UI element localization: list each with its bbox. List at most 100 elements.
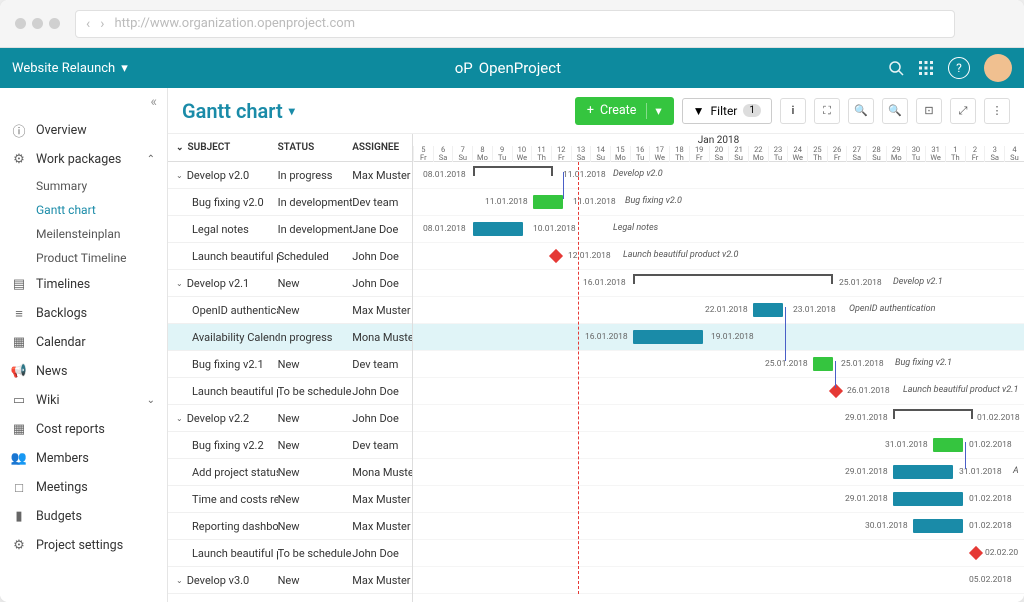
- gantt-day: 12Fr: [551, 146, 571, 162]
- gantt-row[interactable]: 05.02.2018: [413, 567, 1024, 594]
- user-avatar[interactable]: [984, 54, 1012, 82]
- table-row[interactable]: ⌄Develop v2.2NewJohn Doe: [168, 405, 412, 432]
- zoom-out-icon[interactable]: 🔍: [882, 98, 908, 124]
- gantt-row[interactable]: 29.01.201831.01.2018A: [413, 459, 1024, 486]
- app-logo[interactable]: oP OpenProject: [128, 59, 888, 77]
- gantt-day: 16Tu: [630, 146, 650, 162]
- sidebar-item-wiki[interactable]: ▭Wiki⌄: [0, 386, 167, 415]
- gantt-row[interactable]: 12.01.2018Launch beautiful product v2.0: [413, 243, 1024, 270]
- expand-icon[interactable]: ⌄: [176, 576, 183, 585]
- sidebar-item-backlogs[interactable]: ≡Backlogs: [0, 299, 167, 328]
- table-row[interactable]: Bug fixing v2.1NewDev team: [168, 351, 412, 378]
- create-button[interactable]: + Create ▾: [575, 97, 674, 125]
- dot-max-icon[interactable]: [49, 18, 60, 29]
- gantt-summary-bar[interactable]: [473, 166, 553, 172]
- table-row[interactable]: ⌄Develop v3.0NewMax Muster: [168, 567, 412, 594]
- gantt-row[interactable]: 08.01.201810.01.2018Legal notes: [413, 216, 1024, 243]
- sidebar-item-work-packages[interactable]: ⚙Work packages⌃: [0, 145, 167, 174]
- expand-icon[interactable]: ⌄: [176, 171, 183, 180]
- milestone-icon[interactable]: [969, 546, 983, 560]
- apps-icon[interactable]: [918, 60, 934, 76]
- sidebar-item-news[interactable]: 📢News: [0, 357, 167, 386]
- zoom-in-icon[interactable]: 🔍: [848, 98, 874, 124]
- milestone-icon[interactable]: [549, 249, 563, 263]
- gantt-date-label: 02.02.20: [985, 548, 1018, 558]
- gantt-day: 14Su: [590, 146, 610, 162]
- forward-icon[interactable]: ›: [100, 16, 104, 32]
- sidebar-item-overview[interactable]: ⓘOverview: [0, 116, 167, 145]
- sidebar-item-meetings[interactable]: □Meetings: [0, 473, 167, 502]
- gantt-bar[interactable]: [633, 330, 703, 344]
- sidebar-item-project-settings[interactable]: ⚙Project settings: [0, 531, 167, 560]
- table-row[interactable]: Legal notesIn developmentJane Doe: [168, 216, 412, 243]
- sidebar-item-product-timeline[interactable]: Product Timeline: [0, 246, 167, 270]
- milestone-icon[interactable]: [829, 384, 843, 398]
- gantt-bar[interactable]: [893, 492, 963, 506]
- sidebar-item-summary[interactable]: Summary: [0, 174, 167, 198]
- col-status[interactable]: STATUS: [278, 142, 353, 153]
- gantt-row[interactable]: 29.01.201801.02.2018: [413, 486, 1024, 513]
- sidebar-item-gantt-chart[interactable]: Gantt chart: [0, 198, 167, 222]
- table-row[interactable]: Launch beautiful produc...To be schedule…: [168, 378, 412, 405]
- help-icon[interactable]: ?: [948, 57, 970, 79]
- gantt-row[interactable]: 02.02.20: [413, 540, 1024, 567]
- col-subject[interactable]: ⌄SUBJECT: [168, 142, 278, 153]
- table-row[interactable]: ⌄Develop v2.0In progressMax Muster: [168, 162, 412, 189]
- sidebar-item-meilensteinplan[interactable]: Meilensteinplan: [0, 222, 167, 246]
- gantt-summary-bar[interactable]: [893, 409, 973, 415]
- gantt-row[interactable]: 29.01.201801.02.2018: [413, 405, 1024, 432]
- col-assignee[interactable]: ASSIGNEE: [352, 142, 412, 153]
- gantt-bar[interactable]: [813, 357, 833, 371]
- gantt-row[interactable]: 31.01.201801.02.2018: [413, 432, 1024, 459]
- gantt-bar[interactable]: [473, 222, 523, 236]
- table-row[interactable]: ⌄Develop v2.1NewJohn Doe: [168, 270, 412, 297]
- gantt-bar[interactable]: [753, 303, 783, 317]
- back-icon[interactable]: ‹: [86, 16, 90, 32]
- sidebar-item-cost-reports[interactable]: ▦Cost reports: [0, 415, 167, 444]
- sidebar-item-calendar[interactable]: ▦Calendar: [0, 328, 167, 357]
- table-row[interactable]: Bug fixing v2.0In developmentDev team: [168, 189, 412, 216]
- info-icon[interactable]: i: [780, 98, 806, 124]
- table-row[interactable]: Time and costs repor...NewMax Muster: [168, 486, 412, 513]
- expand-icon[interactable]: ⌄: [176, 279, 183, 288]
- gantt-row[interactable]: 22.01.201823.01.2018OpenID authenticatio…: [413, 297, 1024, 324]
- project-selector[interactable]: Website Relaunch ▾: [12, 61, 128, 76]
- sidebar-collapse-icon[interactable]: «: [0, 88, 167, 116]
- chevron-down-icon[interactable]: ▾: [646, 103, 661, 119]
- expand-icon[interactable]: ⌄: [176, 414, 183, 423]
- gantt-row[interactable]: 25.01.201825.01.2018Bug fixing v2.1: [413, 351, 1024, 378]
- sidebar-item-members[interactable]: 👥Members: [0, 444, 167, 473]
- search-icon[interactable]: [888, 60, 904, 76]
- table-row[interactable]: Availability CalendarIn progressMona Mus…: [168, 324, 412, 351]
- table-row[interactable]: Launch beautiful produc...ScheduledJohn …: [168, 243, 412, 270]
- more-icon[interactable]: ⋮: [984, 98, 1010, 124]
- gantt-bar[interactable]: [533, 195, 563, 209]
- gantt-bar[interactable]: [933, 438, 963, 452]
- sidebar-item-timelines[interactable]: ▤Timelines: [0, 270, 167, 299]
- table-row[interactable]: OpenID authenticati...NewMax Muster: [168, 297, 412, 324]
- gantt-bar[interactable]: [913, 519, 963, 533]
- expand-icon[interactable]: ⤢: [950, 98, 976, 124]
- gantt-date-label: 31.01.2018: [885, 440, 928, 450]
- gantt-row[interactable]: 08.01.201811.01.2018Develop v2.0: [413, 162, 1024, 189]
- dot-close-icon[interactable]: [15, 18, 26, 29]
- filter-button[interactable]: ▼ Filter 1: [682, 98, 772, 124]
- page-title[interactable]: Gantt chart ▾: [182, 99, 295, 123]
- url-bar[interactable]: ‹ › http://www.organization.openproject.…: [75, 10, 955, 38]
- gantt-row[interactable]: 16.01.201825.01.2018Develop v2.1: [413, 270, 1024, 297]
- gantt-row[interactable]: 30.01.201801.02.2018: [413, 513, 1024, 540]
- gantt-bar[interactable]: [893, 465, 953, 479]
- sidebar-item-budgets[interactable]: ▮Budgets: [0, 502, 167, 531]
- fullscreen-icon[interactable]: ⛶: [814, 98, 840, 124]
- table-row[interactable]: Reporting dashboardNewMax Muster: [168, 513, 412, 540]
- table-row[interactable]: Launch beautiful produc...To be schedule…: [168, 540, 412, 567]
- gantt-row[interactable]: 16.01.201819.01.2018: [413, 324, 1024, 351]
- table-row[interactable]: Add project statusNewMona Muste: [168, 459, 412, 486]
- gantt-summary-bar[interactable]: [633, 274, 833, 280]
- gantt-row[interactable]: 26.01.2018Launch beautiful product v2.1: [413, 378, 1024, 405]
- dot-min-icon[interactable]: [32, 18, 43, 29]
- table-row[interactable]: Bug fixing v2.2NewDev team: [168, 432, 412, 459]
- zoom-fit-icon[interactable]: ⊡: [916, 98, 942, 124]
- gantt-row[interactable]: 11.01.201811.01.2018Bug fixing v2.0: [413, 189, 1024, 216]
- app-name: OpenProject: [479, 59, 561, 77]
